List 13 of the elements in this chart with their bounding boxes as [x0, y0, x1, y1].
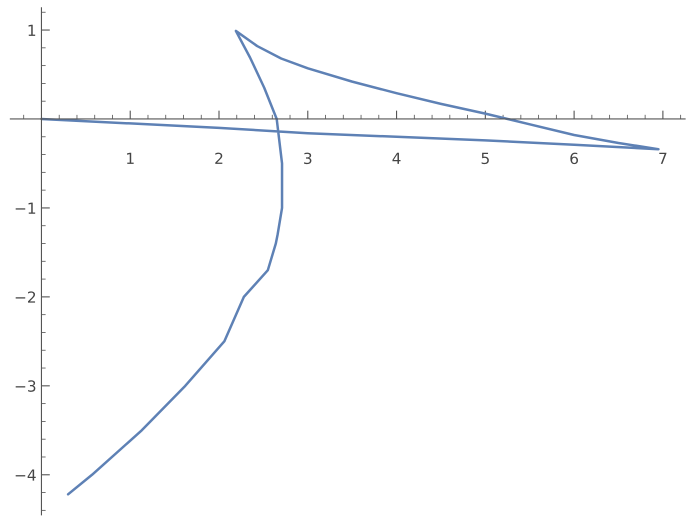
x-tick-label: 4 — [392, 152, 401, 164]
line-series — [40, 30, 660, 496]
x-tick-label: 7 — [659, 152, 666, 164]
y-tick-label: −3 — [16, 380, 36, 392]
x-tick-label: 2 — [215, 152, 222, 164]
x-tick-label: 3 — [304, 152, 312, 164]
y-tick-label: −1 — [16, 202, 36, 214]
x-tick-label: 5 — [482, 152, 489, 164]
y-tick-label: 1 — [28, 24, 36, 36]
y-tick-label: −2 — [16, 291, 36, 303]
y-tick-label: −4 — [16, 469, 36, 481]
x-tick-label: 1 — [127, 152, 134, 164]
x-tick-label: 6 — [570, 152, 578, 164]
